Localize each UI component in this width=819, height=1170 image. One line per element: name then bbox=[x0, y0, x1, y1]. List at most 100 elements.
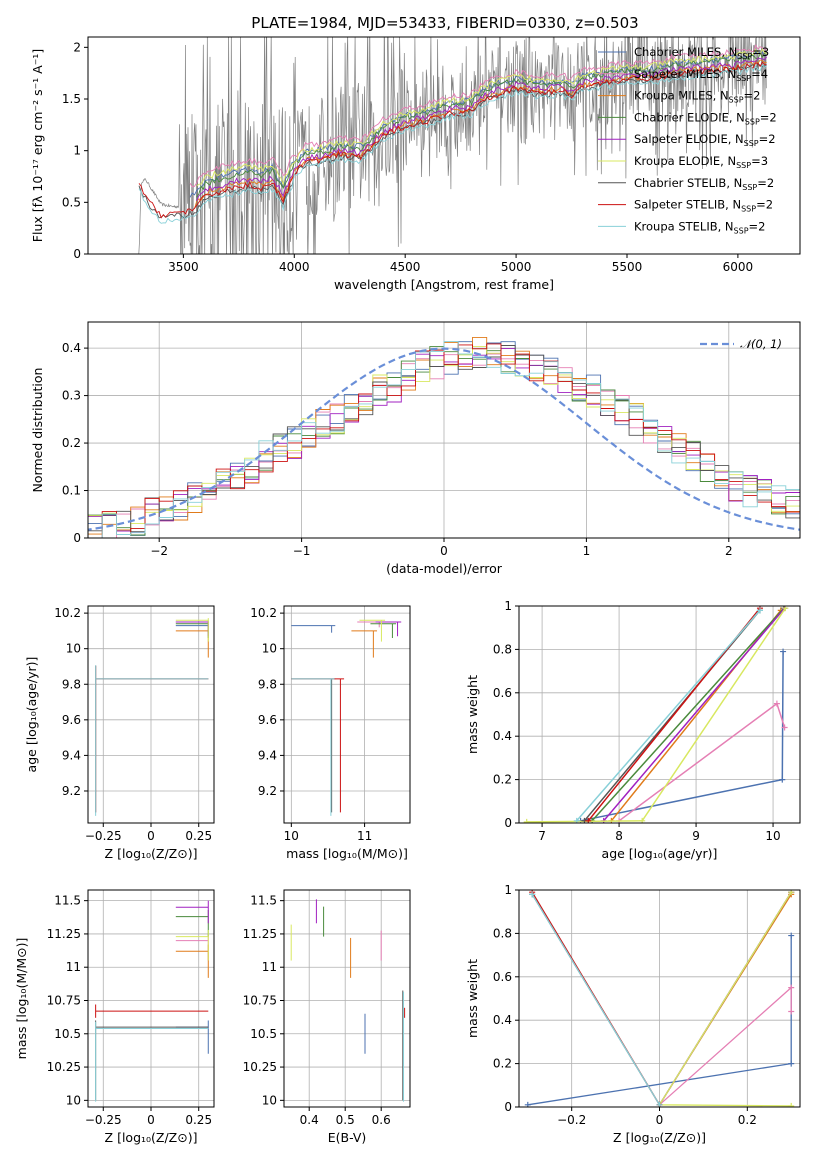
x-axis-label: age [log₁₀(age/yr)] bbox=[602, 846, 718, 861]
y-tick-label: 10 bbox=[262, 1093, 277, 1107]
figure-title: PLATE=1984, MJD=53433, FIBERID=0330, z=0… bbox=[251, 14, 638, 32]
weight-z-marker bbox=[788, 932, 795, 939]
x-axis-label: (data-model)/error bbox=[386, 561, 503, 576]
y-tick-label: 10 bbox=[66, 1093, 81, 1107]
y-tick-label: 1 bbox=[504, 883, 512, 897]
y-tick-label: 9.8 bbox=[62, 677, 81, 691]
x-tick-label: 0.25 bbox=[185, 829, 212, 843]
y-tick-label: 9.6 bbox=[258, 713, 277, 727]
residual-histogram bbox=[88, 343, 800, 538]
weight-z-marker bbox=[788, 1008, 795, 1015]
y-tick-label: 0 bbox=[504, 1100, 512, 1114]
y-tick-label: 10 bbox=[262, 642, 277, 656]
gaussian-legend-label: 𝒩(0, 1) bbox=[740, 337, 782, 351]
weight-z-line bbox=[659, 986, 792, 1106]
weight-age-marker bbox=[523, 818, 530, 823]
legend-label: Chabrier MILES, NSSP=3 bbox=[634, 45, 769, 61]
x-tick-label: 4000 bbox=[279, 260, 310, 274]
age-vs-Z-panel: −0.25 0 0.25 9.2 9.4 9.6 9.8 10 10.2 Z [log₁₀(Z/Z… bbox=[24, 605, 215, 861]
y-tick-label: 1 bbox=[504, 599, 512, 613]
y-tick-label: 0.4 bbox=[493, 729, 512, 743]
x-tick-label: 4500 bbox=[390, 260, 421, 274]
y-tick-label: 0.5 bbox=[62, 195, 81, 209]
y-tick-label: 9.4 bbox=[62, 748, 81, 762]
weight-age-marker bbox=[773, 700, 780, 707]
weight-age-line bbox=[603, 607, 786, 822]
x-tick-label: 0.2 bbox=[738, 1113, 757, 1127]
y-axis-label: Flux [fλ 10⁻¹⁷ erg cm⁻² s⁻¹ A⁻¹] bbox=[30, 49, 45, 242]
spectrum-model-line bbox=[138, 61, 767, 219]
x-tick-label: 0 bbox=[440, 544, 448, 558]
y-tick-label: 9.2 bbox=[258, 784, 277, 798]
x-tick-label: −0.25 bbox=[85, 829, 122, 843]
y-tick-label: 11.5 bbox=[250, 894, 277, 908]
age-vs-mass-frame bbox=[283, 605, 411, 824]
y-tick-label: 0.4 bbox=[493, 1013, 512, 1027]
weight-age-line bbox=[618, 702, 786, 822]
spectrum-model-line bbox=[138, 64, 767, 224]
x-tick-label: 0.25 bbox=[185, 1113, 212, 1127]
weight-age-line bbox=[526, 607, 787, 823]
x-tick-label: 0 bbox=[656, 1113, 664, 1127]
mass-vs-Z-panel: −0.25 0 0.25 10 10.25 10.5 10.75 11 11.25 11.5 Z [… bbox=[14, 889, 215, 1145]
y-tick-label: 11.25 bbox=[243, 927, 277, 941]
x-tick-label: −0.25 bbox=[85, 1113, 122, 1127]
y-tick-label: 10.75 bbox=[243, 993, 277, 1007]
y-axis-label: age [log₁₀(age/yr)] bbox=[24, 657, 39, 773]
weight-age-line bbox=[591, 607, 785, 822]
weight-z-marker bbox=[788, 1060, 795, 1067]
y-axis-label: mass weight bbox=[465, 959, 480, 1038]
y-tick-label: 10.5 bbox=[250, 1027, 277, 1041]
x-tick-label: 1 bbox=[583, 544, 591, 558]
mass-vs-Z-plot-area bbox=[95, 900, 209, 1102]
weight-z-marker bbox=[788, 984, 795, 991]
weight-z-marker bbox=[529, 891, 536, 898]
x-tick-label: 0.4 bbox=[300, 1113, 319, 1127]
residuals-plot-area bbox=[88, 336, 800, 538]
y-tick-label: 2 bbox=[73, 40, 81, 54]
y-tick-label: 0.6 bbox=[493, 970, 512, 984]
y-tick-label: 0 bbox=[73, 531, 81, 545]
spectrum-legend: Chabrier MILES, NSSP=3 Salpeter MILES, NS… bbox=[598, 45, 777, 235]
spectrum-frame bbox=[87, 36, 801, 255]
spectrum-data-line bbox=[116, 37, 767, 254]
weight-vs-age-panel: 7 8 9 10 0 0.2 0.4 0.6 0.8 1 age [log₁₀(age/yr)] ma… bbox=[465, 599, 801, 861]
y-tick-label: 11.25 bbox=[47, 927, 81, 941]
spectrum-model-line bbox=[189, 44, 767, 188]
y-tick-label: 10.75 bbox=[47, 993, 81, 1007]
legend-label: Kroupa STELIB, NSSP=2 bbox=[634, 219, 765, 235]
mass-vs-EBV-plot-area bbox=[290, 899, 406, 1102]
y-tick-label: 0.2 bbox=[62, 436, 81, 450]
legend-label: Salpeter ELODIE, NSSP=2 bbox=[634, 132, 776, 148]
weight-age-line bbox=[576, 609, 761, 822]
y-tick-label: 9.8 bbox=[258, 677, 277, 691]
y-tick-label: 10.2 bbox=[54, 606, 81, 620]
weight-vs-age-plot-area bbox=[523, 606, 789, 823]
y-tick-label: 10.5 bbox=[54, 1027, 81, 1041]
y-tick-label: 11 bbox=[66, 960, 81, 974]
x-axis-label: mass [log₁₀(M/M⊙)] bbox=[286, 846, 408, 861]
y-tick-label: 0.2 bbox=[493, 773, 512, 787]
y-tick-label: 10.25 bbox=[47, 1060, 81, 1074]
y-tick-label: 0.1 bbox=[62, 484, 81, 498]
y-tick-label: 0.8 bbox=[493, 926, 512, 940]
x-tick-label: 0.5 bbox=[336, 1113, 355, 1127]
x-tick-label: 0 bbox=[147, 829, 155, 843]
y-axis-label: mass weight bbox=[465, 675, 480, 754]
x-axis-label: Z [log₁₀(Z/Z⊙)] bbox=[105, 846, 198, 861]
legend-label: Salpeter STELIB, NSSP=2 bbox=[634, 198, 773, 214]
weight-vs-Z-panel: −0.2 0 0.2 0 0.2 0.4 0.6 0.8 1 Z [log₁₀(Z/Z⊙)] mas… bbox=[465, 883, 801, 1145]
residual-histogram bbox=[88, 340, 800, 538]
x-axis-label: Z [log₁₀(Z/Z⊙)] bbox=[613, 1130, 706, 1145]
x-axis-label: wavelength [Angstrom, rest frame] bbox=[334, 277, 554, 292]
residuals-panel: −2 −1 0 1 2 0 0.1 0.2 0.3 0.4 (data-model)/error No… bbox=[30, 321, 801, 576]
y-tick-label: 0.2 bbox=[493, 1057, 512, 1071]
mass-vs-EBV-panel: 0.4 0.5 0.6 10 10.25 10.5 10.75 11 11.25 11.5 E(B-… bbox=[243, 889, 411, 1145]
spectrum-model-line bbox=[196, 48, 768, 187]
x-tick-label: 2 bbox=[725, 544, 733, 558]
x-axis-label: E(B-V) bbox=[328, 1130, 367, 1145]
y-tick-label: 0.3 bbox=[62, 389, 81, 403]
weight-age-marker bbox=[756, 607, 763, 614]
x-tick-label: −0.2 bbox=[557, 1113, 586, 1127]
